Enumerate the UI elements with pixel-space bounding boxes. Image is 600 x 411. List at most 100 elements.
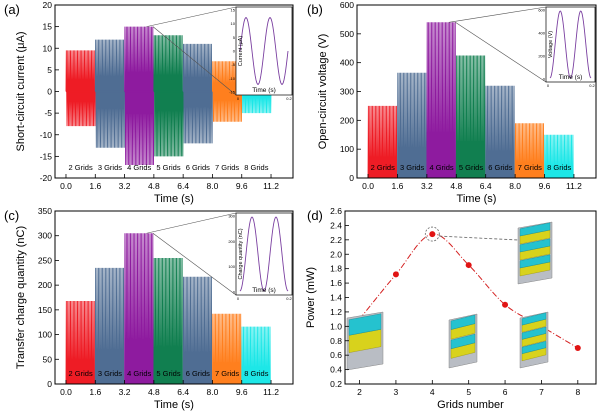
panel-label: (c) (4, 208, 19, 223)
y-tick-label: -5 (44, 108, 52, 118)
inset-x-label: Time (s) (252, 87, 276, 94)
y-tick-label: 0.8 (330, 336, 342, 346)
x-tick-label: 3.2 (119, 387, 131, 397)
data-point (502, 301, 509, 308)
series-label: 5 Grids (156, 369, 180, 378)
x-tick-label: 5 (466, 387, 471, 397)
y-tick-label: 300 (340, 87, 354, 97)
x-tick-label: 4.8 (148, 387, 160, 397)
y-tick-label: 100 (38, 330, 52, 340)
series-waveform (153, 257, 184, 385)
inset-y-tick-label: 300 (228, 214, 235, 219)
y-tick-label: 100 (340, 144, 354, 154)
inset-y-label: Current (μA) (238, 36, 244, 67)
inset-y-tick-label: 200 (228, 239, 235, 244)
plot-frame (54, 210, 294, 385)
series-label: 7 Grids (215, 369, 239, 378)
y-tick-label: 150 (38, 305, 52, 315)
y-tick-label: 2.6 (330, 206, 342, 216)
series-label: 8 Grids (244, 163, 268, 172)
series-label: 4 Grids (429, 163, 453, 172)
electrode-grid-4-icon (448, 313, 478, 369)
data-point (465, 262, 472, 269)
inset-x-label: Time (s) (252, 287, 276, 294)
x-tick-label: 9.6 (539, 181, 551, 191)
inset-x-tick-label: 0 (237, 296, 240, 301)
series-label: 3 Grids (98, 163, 122, 172)
series-label: 6 Grids (488, 163, 512, 172)
panel-1: (b) 2 Grids 3 Grids 4 Grids 5 Grids 6 Grids 7 … (307, 0, 597, 205)
series-label: 7 Grids (215, 163, 239, 172)
electrode-grid-8-icon (517, 221, 553, 285)
y-tick-label: 300 (38, 231, 52, 241)
series-waveform (94, 267, 125, 385)
y-tick-label: 400 (340, 58, 354, 68)
panel-label: (a) (4, 2, 20, 17)
series-label: 5 Grids (156, 163, 180, 172)
y-tick-label: 200 (38, 280, 52, 290)
y-tick-label: 15 (43, 22, 53, 32)
highlight-circle (424, 226, 440, 242)
inset-frame (545, 6, 596, 83)
x-tick-label: 0.0 (60, 387, 72, 397)
series-waveform (94, 39, 126, 148)
data-point (392, 271, 399, 278)
y-tick-label: 1.0 (330, 321, 342, 331)
y-tick-label: 2.4 (330, 220, 342, 230)
panel-label: (b) (307, 2, 323, 17)
series-label: 4 Grids (127, 163, 151, 172)
zoom-connector (455, 22, 547, 83)
x-tick-label: 0.0 (60, 181, 72, 191)
series-label: 6 Grids (186, 369, 210, 378)
inset-x-tick-label: 0 (547, 83, 550, 88)
panel-2: (c) 2 Grids 3 Grids 4 Grids 5 Grids 6 Grids 7 … (4, 206, 294, 411)
inset-y-tick-label: -10 (229, 76, 236, 81)
series-waveform (426, 22, 457, 179)
y-tick-label: 600 (340, 0, 354, 10)
series-waveform (182, 276, 213, 385)
x-tick-label: 8.0 (207, 181, 219, 191)
x-tick-label: 1.6 (392, 181, 404, 191)
data-point (429, 231, 436, 238)
zoom-connector (146, 6, 237, 27)
y-tick-label: 0 (47, 379, 52, 389)
inset-y-tick-label: 0 (233, 290, 236, 295)
x-tick-label: 9.6 (236, 387, 248, 397)
inset-x-tick-label: 0.2 (589, 83, 595, 88)
x-tick-label: 3.2 (421, 181, 433, 191)
inset-curve (239, 17, 289, 85)
series-label: 2 Grids (69, 163, 93, 172)
series-waveform (182, 43, 213, 144)
x-tick-label: 6 (503, 387, 508, 397)
y-tick-label: 0.2 (330, 379, 342, 389)
series-label: 4 Grids (127, 369, 151, 378)
series-waveform (124, 26, 155, 166)
x-tick-label: 11.2 (566, 181, 582, 191)
inset-y-tick-label: 5 (233, 35, 236, 40)
y-tick-label: 350 (38, 206, 52, 216)
inset-y-tick-label: 0 (233, 49, 236, 54)
inset-y-tick-label: 400 (538, 31, 545, 36)
x-tick-label: 4 (430, 387, 435, 397)
series-waveform (124, 233, 154, 385)
y-tick-label: 20 (43, 0, 53, 10)
inset-curve (239, 216, 289, 292)
x-axis-label: Grids number (437, 399, 504, 411)
device-stripe-cyan (450, 314, 476, 330)
device-stripe-cyan (521, 326, 547, 340)
zoom-connector (152, 26, 237, 96)
y-tick-label: -10 (40, 130, 53, 140)
y-tick-label: 1.6 (330, 278, 342, 288)
inset-x-tick-label: 0.2 (286, 96, 292, 101)
device-stripe-cyan (519, 222, 551, 237)
y-tick-label: 0.6 (330, 350, 342, 360)
x-tick-label: 0.0 (362, 181, 374, 191)
data-point (574, 344, 581, 351)
inset-y-tick-label: 100 (228, 264, 235, 269)
series-waveform (153, 35, 184, 157)
device-stripe-cyan (450, 333, 476, 350)
x-tick-label: 2 (357, 387, 362, 397)
series-label: 5 Grids (459, 163, 483, 172)
y-axis-label: Transfer charge quantity (nC) (15, 226, 27, 369)
device-stripe-cyan (348, 313, 382, 336)
